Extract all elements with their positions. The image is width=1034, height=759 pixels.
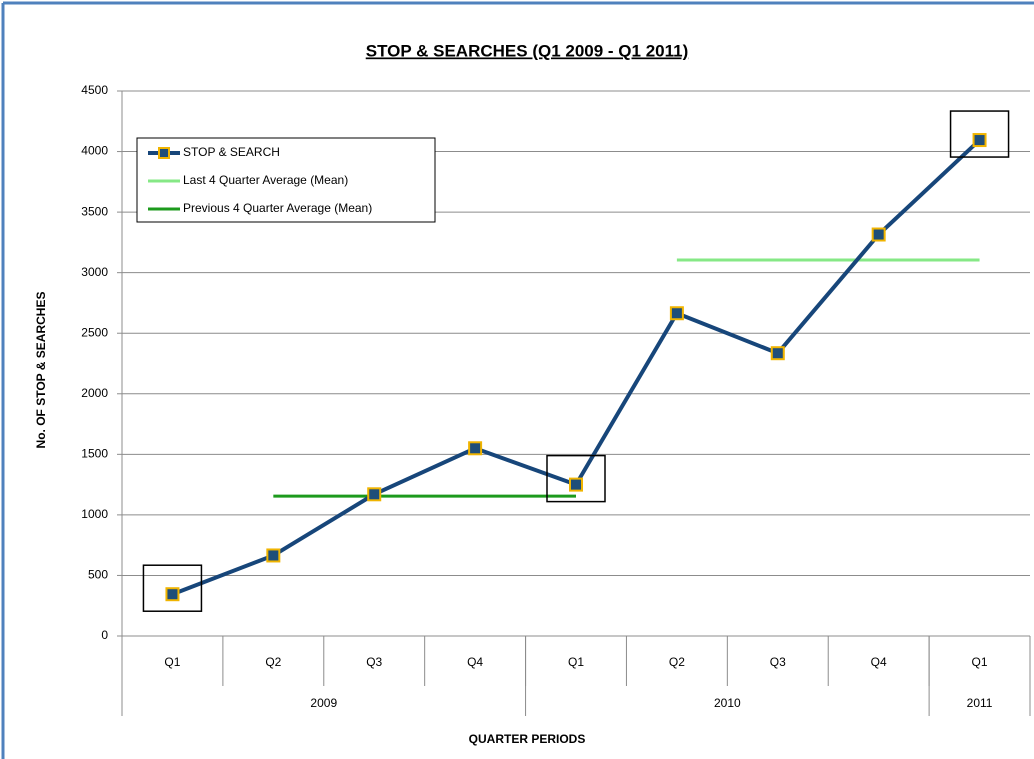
x-tick-label: Q4 <box>871 655 887 669</box>
x-tick-label: Q2 <box>669 655 685 669</box>
chart-title: STOP & SEARCHES (Q1 2009 - Q1 2011) <box>366 41 689 60</box>
x-tick-label: Q3 <box>366 655 382 669</box>
marker <box>468 441 483 456</box>
marker <box>569 477 583 492</box>
y-tick-label: 3500 <box>81 204 108 218</box>
y-tick-label: 500 <box>88 568 108 582</box>
marker <box>871 227 886 242</box>
y-axis-title: No. OF STOP & SEARCHES <box>34 292 48 449</box>
x-tick-label: Q4 <box>467 655 483 669</box>
y-tick-label: 1500 <box>81 447 108 461</box>
marker <box>669 306 684 321</box>
marker <box>367 487 382 502</box>
highlight-box <box>949 110 1010 158</box>
y-tick-label: 3000 <box>81 265 108 279</box>
marker <box>266 548 281 563</box>
x-tick-label: Q3 <box>770 655 786 669</box>
y-tick-label: 2500 <box>81 325 108 339</box>
y-tick-label: 4000 <box>81 144 108 158</box>
x-tick-label: Q1 <box>568 655 584 669</box>
group-label: 2009 <box>310 696 337 710</box>
y-tick-label: 1000 <box>81 507 108 521</box>
marker <box>972 133 987 148</box>
x-tick-label: Q1 <box>164 655 180 669</box>
legend-label: Last 4 Quarter Average (Mean) <box>183 173 348 187</box>
group-label: 2011 <box>967 696 993 710</box>
legend-box <box>136 137 436 223</box>
y-tick-label: 0 <box>101 628 108 642</box>
x-tick-label: Q2 <box>265 655 281 669</box>
group-label: 2010 <box>714 696 741 710</box>
legend-label: Previous 4 Quarter Average (Mean) <box>183 201 372 215</box>
y-tick-label: 2000 <box>81 386 108 400</box>
legend-label: STOP & SEARCH <box>183 145 280 159</box>
y-tick-label: 4500 <box>81 83 108 97</box>
highlight-box <box>142 564 203 612</box>
x-axis-title: QUARTER PERIODS <box>469 732 586 746</box>
marker <box>770 346 785 361</box>
legend-marker <box>158 147 170 159</box>
highlight-box <box>546 454 606 503</box>
marker <box>165 587 180 602</box>
x-tick-label: Q1 <box>972 655 988 669</box>
